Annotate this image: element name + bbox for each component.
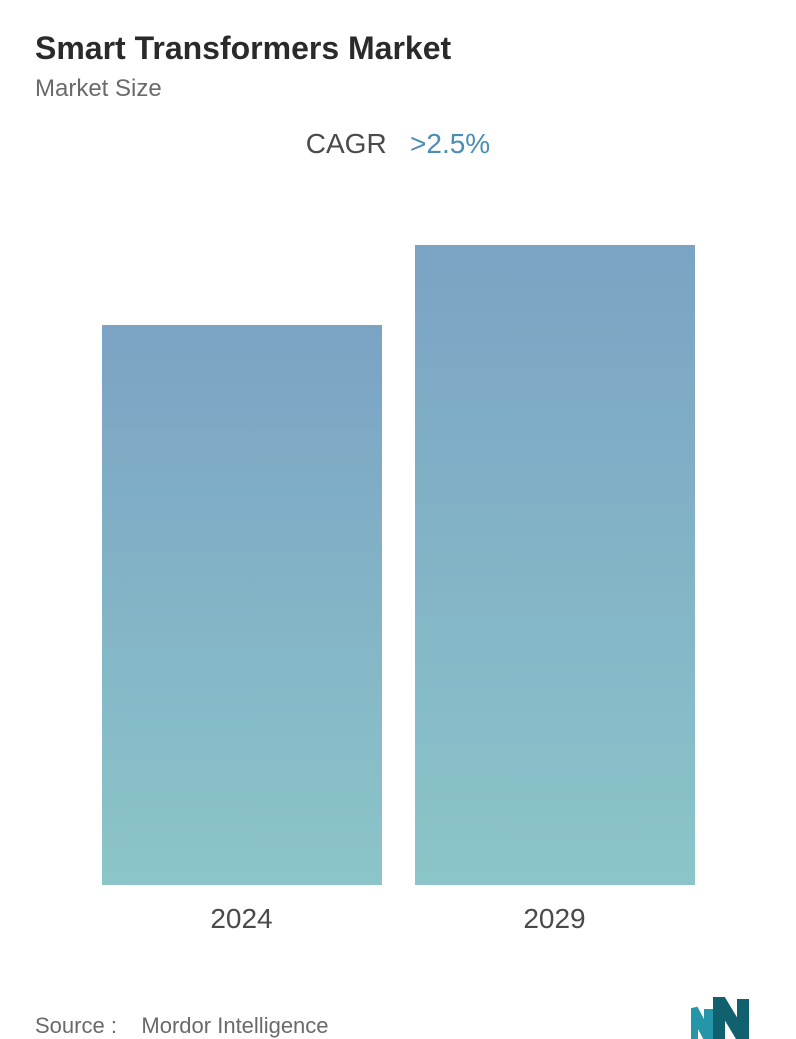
cagr-row: CAGR >2.5% bbox=[35, 128, 761, 160]
footer: Source : Mordor Intelligence bbox=[35, 985, 761, 1039]
source-name: Mordor Intelligence bbox=[141, 1013, 328, 1038]
chart-area: 2024 2029 bbox=[35, 245, 761, 935]
source-label: Source : bbox=[35, 1013, 117, 1038]
bar-0 bbox=[102, 325, 382, 885]
source-text: Source : Mordor Intelligence bbox=[35, 1013, 329, 1039]
bar-label-1: 2029 bbox=[523, 903, 585, 935]
bar-group-0: 2024 bbox=[102, 325, 382, 935]
bar-group-1: 2029 bbox=[415, 245, 695, 935]
bar-label-0: 2024 bbox=[210, 903, 272, 935]
cagr-label: CAGR bbox=[306, 128, 387, 159]
chart-subtitle: Market Size bbox=[35, 75, 761, 103]
bar-1 bbox=[415, 245, 695, 885]
chart-title: Smart Transformers Market bbox=[35, 30, 761, 67]
logo-icon bbox=[691, 997, 761, 1039]
cagr-value: >2.5% bbox=[410, 128, 490, 159]
